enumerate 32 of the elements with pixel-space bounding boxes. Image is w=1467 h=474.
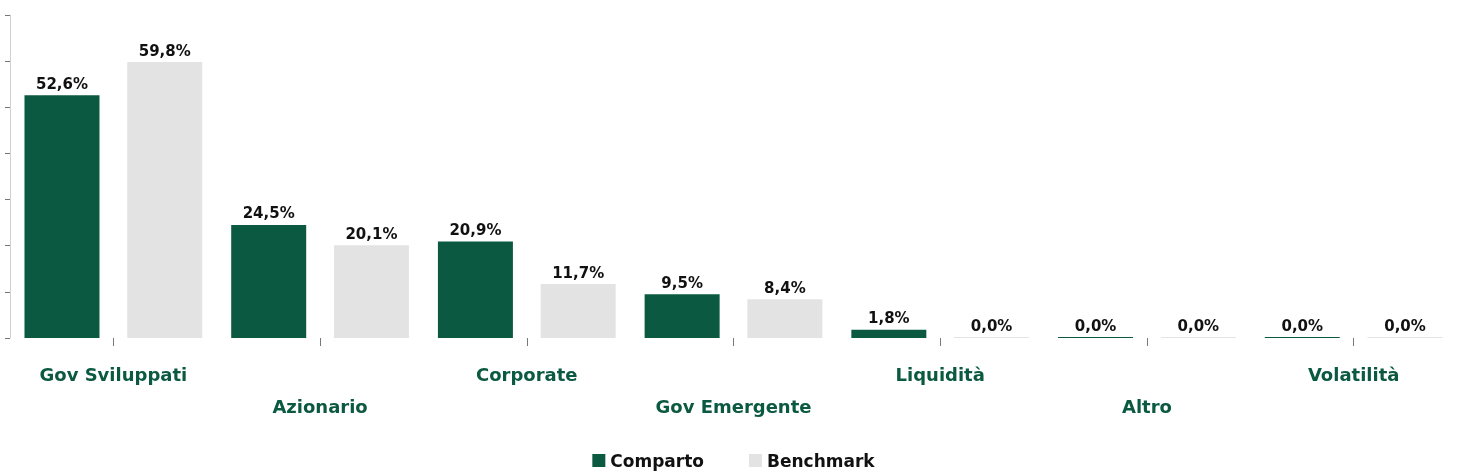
bar (333, 245, 409, 338)
data-label: 0,0% (1074, 316, 1117, 335)
x-tick-label: Liquidità (895, 363, 985, 385)
legend-label: Benchmark (767, 450, 876, 471)
data-label: 0,0% (1177, 316, 1220, 335)
data-label: 59,8% (138, 41, 191, 60)
legend-label: Comparto (610, 450, 705, 471)
bar (851, 329, 927, 338)
bar (437, 241, 513, 338)
bar (127, 62, 203, 338)
bar (644, 294, 720, 338)
data-label: 11,7% (552, 263, 605, 282)
data-label: 8,4% (764, 278, 806, 297)
x-tick-label: Gov Emergente (655, 395, 812, 417)
data-label: 20,9% (449, 221, 502, 240)
bar (24, 95, 100, 338)
bar (540, 284, 616, 338)
data-label: 0,0% (1281, 316, 1324, 335)
data-label: 0,0% (1384, 316, 1426, 335)
x-tick-label: Altro (1121, 395, 1172, 417)
data-label: 0,0% (970, 316, 1013, 335)
data-label: 24,5% (242, 204, 295, 223)
data-label: 20,1% (345, 224, 398, 243)
data-label: 52,6% (35, 74, 89, 93)
data-label: 1,8% (868, 309, 910, 328)
data-label: 9,5% (661, 273, 703, 292)
x-tick-label: Azionario (272, 395, 368, 417)
x-tick-label: Volatilità (1307, 363, 1400, 385)
bar (231, 224, 307, 338)
bar (747, 299, 823, 338)
x-tick-label: Gov Sviluppati (39, 363, 188, 385)
x-tick-label: Corporate (476, 363, 578, 385)
